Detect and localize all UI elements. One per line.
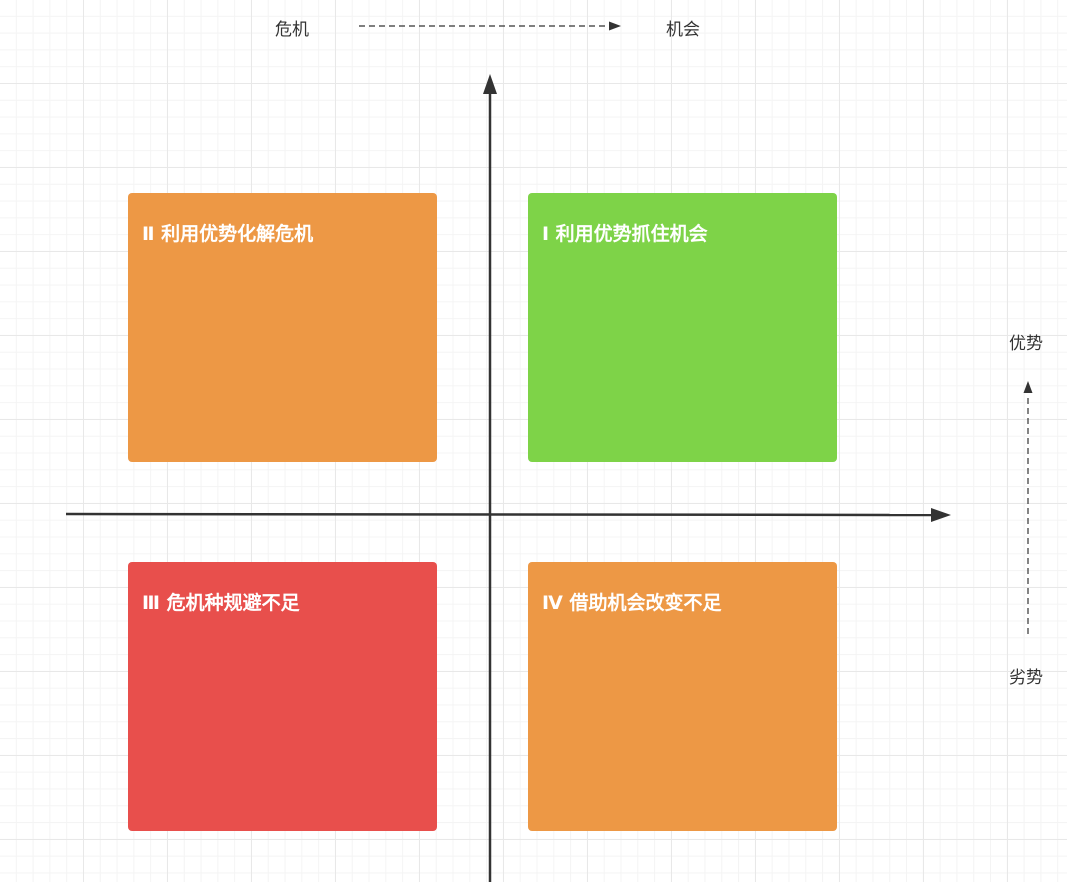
top-legend-arrowhead bbox=[609, 21, 621, 31]
side-legend-arrowhead bbox=[1023, 381, 1033, 393]
horizontal-axis-arrowhead bbox=[931, 508, 951, 522]
quadrant-i-title: Ⅰ 利用优势抓住机会 bbox=[542, 223, 708, 245]
quadrant-ii[interactable]: Ⅱ 利用优势化解危机 bbox=[128, 193, 437, 462]
top-legend-left-label: 危机 bbox=[275, 20, 309, 40]
horizontal-axis bbox=[65, 512, 933, 517]
top-legend-right-label: 机会 bbox=[666, 20, 700, 40]
side-legend-bottom-label: 劣势 bbox=[1009, 668, 1043, 688]
quadrant-iii[interactable]: Ⅲ 危机种规避不足 bbox=[128, 562, 437, 831]
quadrant-iv-title: Ⅳ 借助机会改变不足 bbox=[542, 592, 722, 614]
quadrant-ii-title: Ⅱ 利用优势化解危机 bbox=[142, 223, 314, 245]
quadrant-iv[interactable]: Ⅳ 借助机会改变不足 bbox=[528, 562, 837, 831]
vertical-axis-arrowhead bbox=[483, 74, 497, 94]
quadrant-i[interactable]: Ⅰ 利用优势抓住机会 bbox=[528, 193, 837, 462]
side-legend-top-label: 优势 bbox=[1009, 334, 1043, 354]
quadrant-iii-title: Ⅲ 危机种规避不足 bbox=[142, 592, 300, 614]
